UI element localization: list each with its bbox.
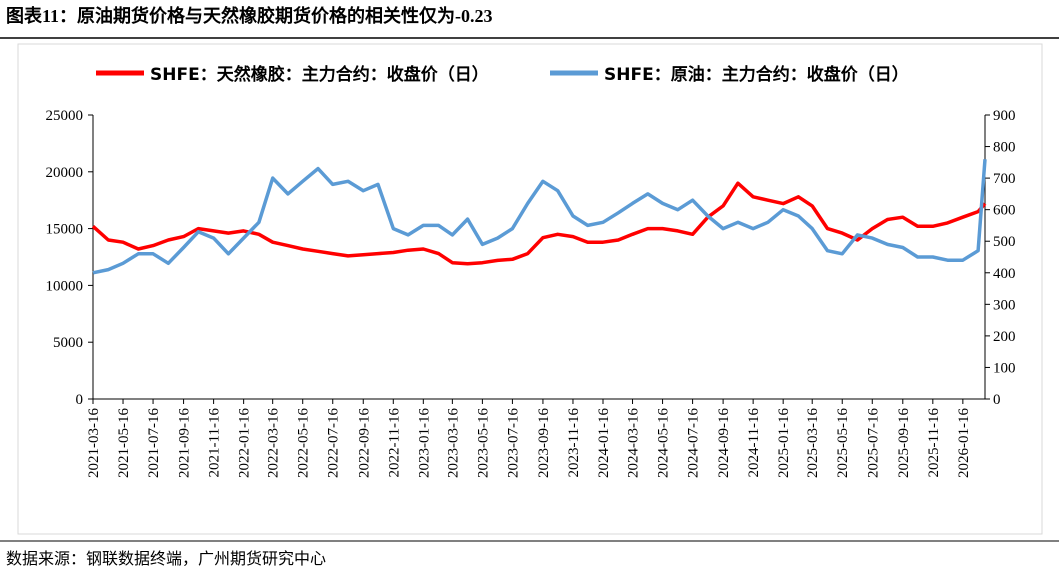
y-tick-label: 0 bbox=[76, 392, 84, 408]
x-tick-label: 2023-11-16 bbox=[566, 408, 582, 478]
y-tick-label: 20000 bbox=[46, 165, 84, 181]
x-tick-label: 2025-01-16 bbox=[776, 408, 792, 478]
y2-tick-label: 300 bbox=[993, 297, 1016, 313]
x-tick-label: 2021-03-16 bbox=[86, 408, 102, 478]
x-tick-label: 2026-01-16 bbox=[956, 408, 972, 478]
x-tick-label: 2022-07-16 bbox=[326, 408, 342, 478]
y-tick-label: 10000 bbox=[46, 278, 84, 294]
chart-title: 图表11：原油期货价格与天然橡胶期货价格的相关性仅为-0.23 bbox=[6, 5, 493, 26]
x-tick-label: 2023-01-16 bbox=[416, 408, 432, 478]
x-tick-label: 2024-11-16 bbox=[746, 408, 762, 478]
y2-tick-label: 200 bbox=[993, 329, 1016, 345]
series-line bbox=[92, 159, 987, 275]
x-tick-label: 2022-09-16 bbox=[356, 408, 372, 478]
x-tick-label: 2021-11-16 bbox=[207, 408, 223, 478]
x-tick-label: 2024-09-16 bbox=[716, 408, 732, 478]
y-tick-label: 5000 bbox=[53, 335, 83, 351]
y-tick-label: 25000 bbox=[46, 108, 84, 124]
legend-label: SHFE：原油：主力合约：收盘价（日） bbox=[604, 64, 909, 85]
x-tick-label: 2025-11-16 bbox=[926, 408, 942, 478]
x-tick-label: 2024-03-16 bbox=[626, 408, 642, 478]
y2-tick-label: 100 bbox=[993, 360, 1016, 376]
x-tick-label: 2023-09-16 bbox=[536, 408, 552, 478]
x-tick-label: 2025-09-16 bbox=[896, 408, 912, 478]
x-tick-label: 2021-09-16 bbox=[177, 408, 193, 478]
y2-tick-label: 600 bbox=[993, 203, 1016, 219]
x-tick-label: 2023-07-16 bbox=[505, 408, 521, 478]
y2-tick-label: 0 bbox=[993, 392, 1001, 408]
chart-frame bbox=[17, 43, 1043, 535]
x-tick-label: 2022-11-16 bbox=[386, 408, 402, 478]
x-tick-label: 2025-05-16 bbox=[835, 408, 851, 478]
x-tick-label: 2022-05-16 bbox=[296, 408, 312, 478]
x-tick-label: 2023-03-16 bbox=[445, 408, 461, 478]
x-tick-label: 2024-07-16 bbox=[686, 408, 702, 478]
x-tick-label: 2025-07-16 bbox=[865, 408, 881, 478]
series-line bbox=[91, 181, 987, 266]
x-tick-label: 2024-01-16 bbox=[596, 408, 612, 478]
x-tick-label: 2024-05-16 bbox=[656, 408, 672, 478]
legend-label: SHFE：天然橡胶：主力合约：收盘价（日） bbox=[150, 64, 489, 85]
x-tick-label: 2021-05-16 bbox=[116, 408, 132, 478]
y2-tick-label: 700 bbox=[993, 171, 1016, 187]
y2-tick-label: 800 bbox=[993, 140, 1016, 156]
y-tick-label: 15000 bbox=[46, 222, 84, 238]
y2-tick-label: 500 bbox=[993, 234, 1016, 250]
y2-tick-label: 400 bbox=[993, 266, 1016, 282]
x-tick-label: 2021-07-16 bbox=[146, 408, 162, 478]
x-tick-label: 2022-01-16 bbox=[237, 408, 253, 478]
source: 数据来源：钢联数据终端，广州期货研究中心 bbox=[6, 550, 326, 568]
x-tick-label: 2022-03-16 bbox=[266, 408, 282, 478]
x-tick-label: 2025-03-16 bbox=[805, 408, 821, 478]
x-tick-label: 2023-05-16 bbox=[475, 408, 491, 478]
y2-tick-label: 900 bbox=[993, 108, 1016, 124]
